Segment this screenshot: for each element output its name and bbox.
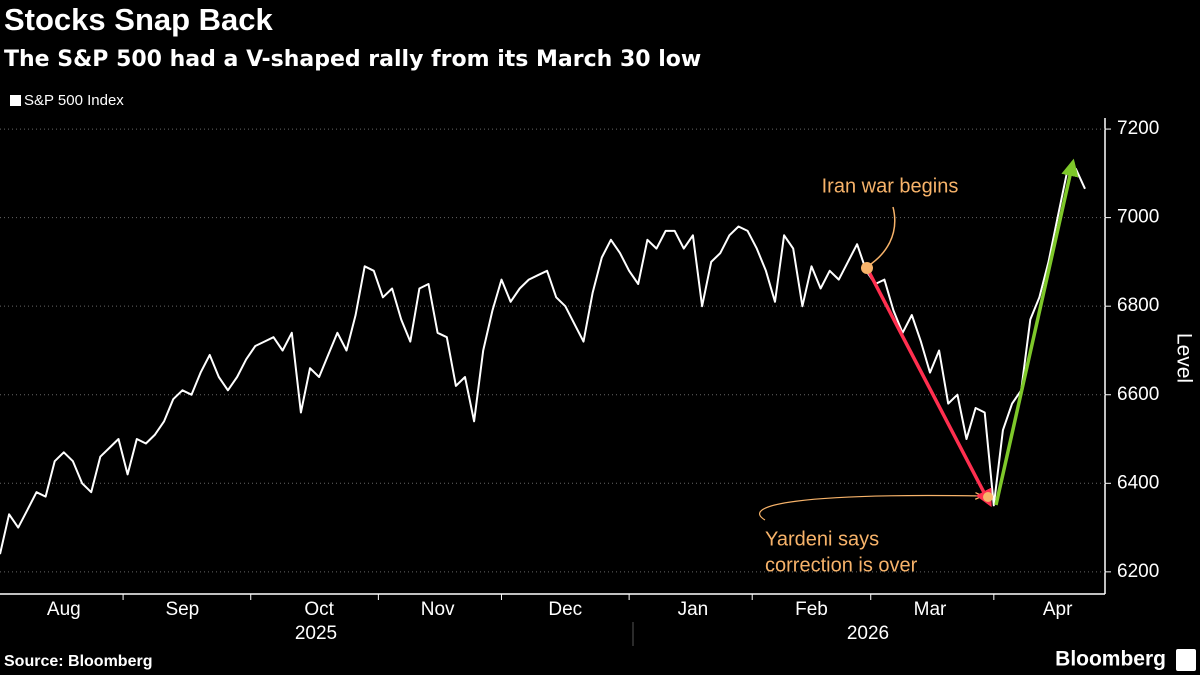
y-tick-label: 6200	[1117, 561, 1159, 582]
x-tick-label: Dec	[548, 599, 582, 620]
y-tick-label: 7200	[1117, 118, 1159, 139]
x-tick-label: Feb	[795, 599, 828, 620]
x-tick-label: Aug	[47, 599, 81, 620]
year-label: 2025	[295, 623, 337, 644]
annotation-connector	[759, 496, 982, 521]
decline-arrow	[866, 269, 992, 508]
rally-arrow	[994, 158, 1079, 506]
event-dot	[861, 262, 873, 274]
y-tick-label: 6400	[1117, 472, 1159, 493]
x-tick-label: Nov	[421, 599, 455, 620]
x-tick-label: Jan	[678, 599, 709, 620]
year-label: 2026	[847, 623, 889, 644]
legend-swatch	[10, 95, 21, 106]
plot-area: 6200 6400 6600 6800 7000 7200 Aug Sep Oct Nov Dec J…	[0, 118, 1159, 644]
y-axis-label: Level	[1172, 333, 1195, 383]
annotation: Yardeni says	[765, 528, 879, 550]
series-line	[0, 167, 1086, 555]
source: Source: Bloomberg	[4, 653, 152, 670]
legend-label: S&P 500 Index	[24, 92, 124, 109]
x-tick-label: Apr	[1043, 599, 1073, 620]
y-tick-label: 7000	[1117, 207, 1159, 228]
chart-title: Stocks Snap Back	[4, 2, 274, 37]
brand: Bloomberg	[1055, 648, 1166, 671]
event-dot	[983, 492, 993, 502]
x-tick-label: Sep	[165, 599, 199, 620]
annotation: Iran war begins	[822, 175, 959, 197]
x-tick-label: Oct	[304, 599, 334, 620]
x-tick-label: Mar	[914, 599, 947, 620]
annotation: correction is over	[765, 554, 918, 576]
y-tick-label: 6600	[1117, 384, 1159, 405]
annotation-connector	[867, 206, 896, 267]
brand-logo	[1176, 649, 1196, 671]
y-tick-label: 6800	[1117, 295, 1159, 316]
chart-subtitle: The S&P 500 had a V-shaped rally from it…	[4, 47, 701, 72]
